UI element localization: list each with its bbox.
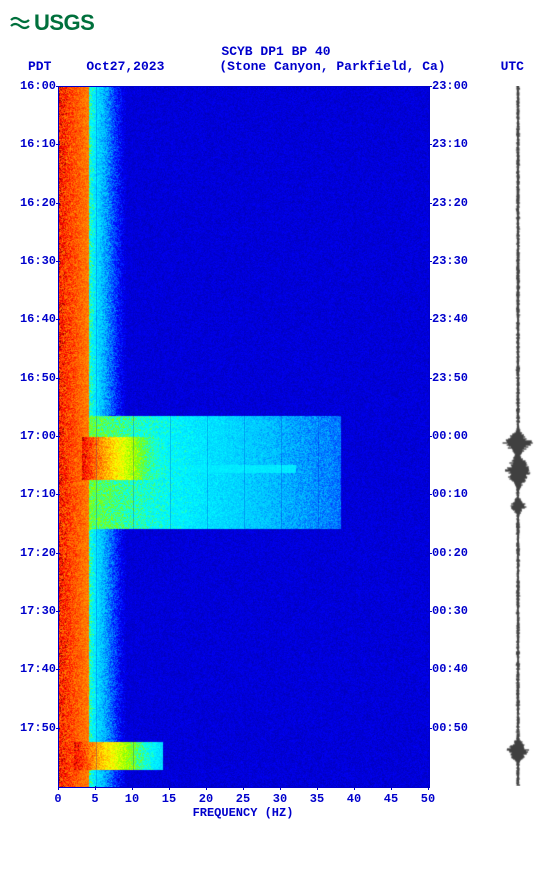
x-tick: 20 — [199, 792, 213, 806]
y-tick-right: 00:30 — [432, 604, 474, 618]
date: Oct27,2023 — [86, 59, 164, 74]
tz-right: UTC — [501, 59, 524, 74]
logo-text: USGS — [34, 10, 94, 36]
y-tick-left: 17:10 — [10, 487, 56, 501]
y-tick-left: 16:00 — [10, 79, 56, 93]
y-tick-right: 00:40 — [432, 662, 474, 676]
y-tick-left: 17:30 — [10, 604, 56, 618]
x-tick: 15 — [162, 792, 176, 806]
y-tick-right: 23:40 — [432, 312, 474, 326]
y-tick-right: 00:00 — [432, 429, 474, 443]
x-tick: 30 — [273, 792, 287, 806]
x-tick: 10 — [125, 792, 139, 806]
chart-area: 16:0016:1016:2016:3016:4016:5017:0017:10… — [10, 86, 542, 821]
y-tick-right: 23:50 — [432, 371, 474, 385]
y-tick-left: 16:30 — [10, 254, 56, 268]
tz-left: PDT — [28, 59, 51, 74]
wave-icon — [10, 13, 30, 33]
y-tick-left: 17:40 — [10, 662, 56, 676]
y-tick-right: 23:00 — [432, 79, 474, 93]
spectrogram — [58, 86, 430, 788]
y-axis-right: 23:0023:1023:2023:3023:4023:5000:0000:10… — [432, 86, 474, 786]
y-tick-right: 00:10 — [432, 487, 474, 501]
y-tick-left: 16:50 — [10, 371, 56, 385]
y-tick-right: 00:20 — [432, 546, 474, 560]
x-tick: 35 — [310, 792, 324, 806]
y-tick-left: 16:40 — [10, 312, 56, 326]
y-tick-left: 17:50 — [10, 721, 56, 735]
chart-subtitle: PDT Oct27,2023 (Stone Canyon, Parkfield,… — [10, 59, 542, 74]
y-axis-left: 16:0016:1016:2016:3016:4016:5017:0017:10… — [10, 86, 56, 786]
y-tick-right: 23:20 — [432, 196, 474, 210]
x-tick: 5 — [91, 792, 98, 806]
y-tick-right: 23:30 — [432, 254, 474, 268]
y-tick-left: 16:20 — [10, 196, 56, 210]
y-tick-right: 23:10 — [432, 137, 474, 151]
x-tick: 50 — [421, 792, 435, 806]
chart-title: SCYB DP1 BP 40 — [10, 44, 542, 59]
y-tick-left: 17:00 — [10, 429, 56, 443]
x-axis-label: FREQUENCY (HZ) — [58, 806, 428, 820]
y-tick-right: 00:50 — [432, 721, 474, 735]
usgs-logo: USGS — [10, 10, 542, 36]
waveform-trace — [500, 86, 536, 786]
y-tick-left: 17:20 — [10, 546, 56, 560]
x-tick: 25 — [236, 792, 250, 806]
location: (Stone Canyon, Parkfield, Ca) — [219, 59, 445, 74]
x-tick: 40 — [347, 792, 361, 806]
x-tick: 45 — [384, 792, 398, 806]
x-tick: 0 — [54, 792, 61, 806]
y-tick-left: 16:10 — [10, 137, 56, 151]
